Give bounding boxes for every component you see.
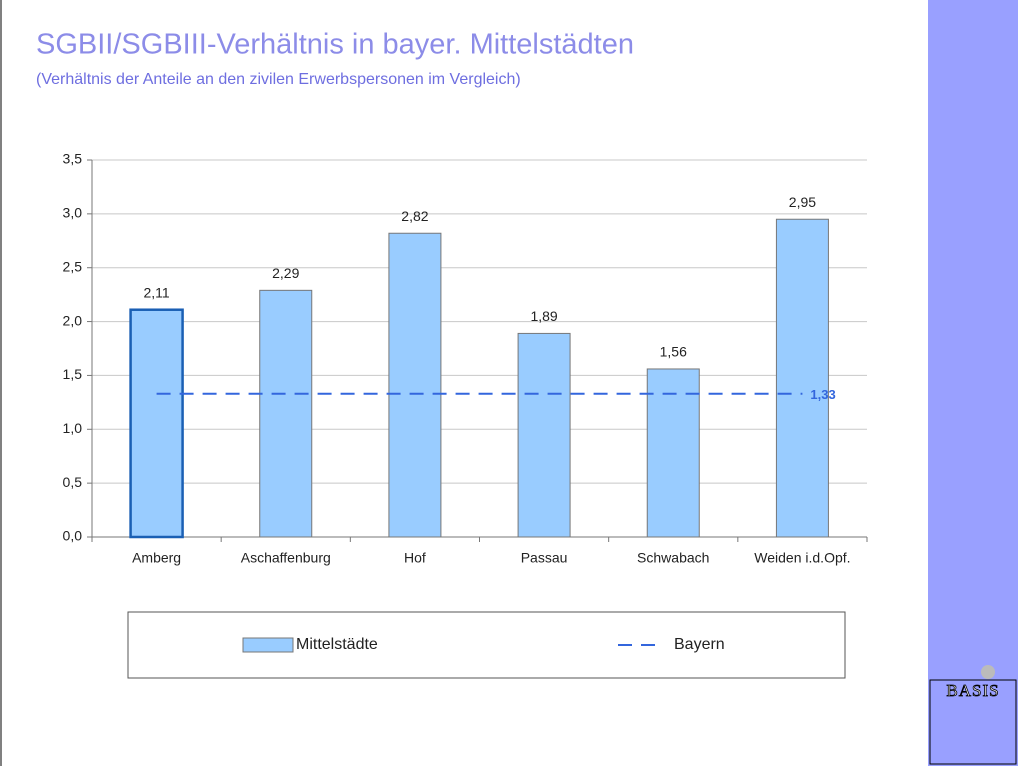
y-tick-label: 3,0 <box>63 205 83 221</box>
y-tick-label: 1,0 <box>63 420 83 436</box>
legend-label: Mittelstädte <box>296 636 378 653</box>
data-label: 2,29 <box>272 265 299 281</box>
legend-label: Bayern <box>674 636 725 653</box>
chart-subtitle: (Verhältnis der Anteile an den zivilen E… <box>36 71 521 88</box>
y-tick-label: 2,0 <box>63 312 83 328</box>
legend-swatch <box>242 637 294 653</box>
x-tick-label: Amberg <box>132 550 181 566</box>
bar <box>259 289 313 538</box>
bar <box>388 232 442 538</box>
x-tick-label: Aschaffenburg <box>241 550 331 566</box>
x-tick-label: Hof <box>404 550 426 566</box>
logo-frame <box>929 679 1017 765</box>
bar <box>775 218 829 538</box>
data-label: 1,33 <box>810 387 835 402</box>
bar <box>129 308 184 539</box>
x-tick-label: Passau <box>521 550 568 566</box>
x-tick-label: Weiden i.d.Opf. <box>754 550 850 566</box>
data-label: 1,89 <box>530 308 557 324</box>
logo-text: BASIS <box>946 681 999 700</box>
y-tick-label: 0,5 <box>63 474 83 490</box>
legend-box <box>127 611 846 679</box>
data-label: 2,95 <box>789 194 816 210</box>
y-tick-label: 0,0 <box>63 528 83 544</box>
bar <box>646 368 700 538</box>
chart-title: SGBII/SGBIII-Verhältnis in bayer. Mittel… <box>36 29 634 61</box>
y-tick-label: 3,5 <box>63 151 83 167</box>
data-label: 2,82 <box>401 208 428 224</box>
sidebar <box>928 0 1018 766</box>
y-tick-label: 1,5 <box>63 366 83 382</box>
logo-dot <box>981 665 995 679</box>
data-label: 1,56 <box>660 344 687 360</box>
bar <box>517 332 571 538</box>
x-tick-label: Schwabach <box>637 550 709 566</box>
y-tick-label: 2,5 <box>63 258 83 274</box>
data-label: 2,11 <box>143 284 169 300</box>
